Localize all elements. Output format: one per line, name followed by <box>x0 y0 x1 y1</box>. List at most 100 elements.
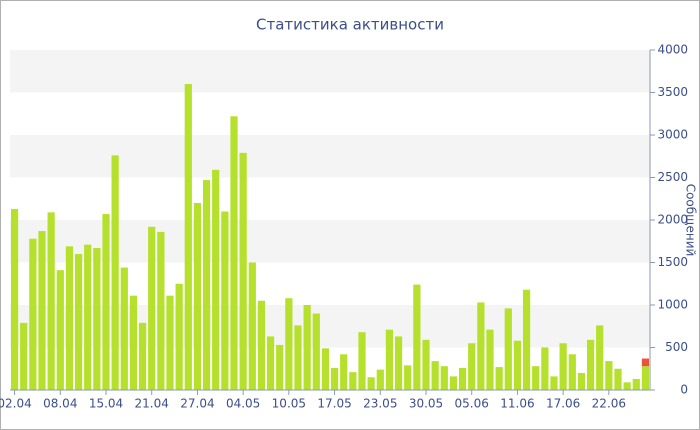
bar <box>632 378 640 390</box>
bar <box>486 329 494 390</box>
bar <box>84 244 92 390</box>
bar <box>276 344 284 390</box>
y-tick-label: 3000 <box>657 128 688 142</box>
y-tick-label: 3500 <box>657 85 688 99</box>
bar <box>550 376 558 390</box>
bar <box>586 339 595 390</box>
bar <box>193 203 202 390</box>
chart-title: Статистика активности <box>256 16 444 34</box>
x-tick-label: 04.05 <box>226 397 260 411</box>
grid-band <box>10 50 650 93</box>
x-tick-label: 21.04 <box>135 397 169 411</box>
bar <box>157 231 165 390</box>
y-tick-label: 4000 <box>657 43 688 57</box>
bar <box>294 325 302 390</box>
x-tick-label: 27.04 <box>180 397 214 411</box>
bar <box>504 308 512 390</box>
bar <box>230 116 238 391</box>
bar <box>184 84 192 390</box>
bar <box>285 298 293 390</box>
bar <box>20 322 28 390</box>
bar <box>559 343 567 390</box>
bar <box>102 214 110 390</box>
x-tick-label: 15.04 <box>89 397 123 411</box>
bar <box>468 343 476 390</box>
x-tick-label: 10.05 <box>272 397 306 411</box>
x-tick-label: 22.06 <box>592 397 626 411</box>
bar <box>74 254 83 390</box>
y-tick-label: 500 <box>665 340 688 354</box>
y-tick-label: 0 <box>680 383 688 397</box>
bar <box>312 313 320 390</box>
bar <box>129 295 138 390</box>
bar <box>641 358 650 367</box>
bar <box>394 336 403 390</box>
bar <box>239 152 247 390</box>
bar <box>404 365 412 390</box>
bar <box>175 283 183 390</box>
bar <box>138 322 147 390</box>
bar <box>522 289 531 390</box>
bar <box>349 372 357 390</box>
bar <box>367 377 375 390</box>
x-tick-label: 11.06 <box>500 397 534 411</box>
y-tick-label: 1000 <box>657 298 688 312</box>
bar <box>120 267 128 390</box>
bar <box>330 367 339 390</box>
bar <box>495 367 503 390</box>
bar <box>605 361 613 390</box>
y-tick-label: 1500 <box>657 255 688 269</box>
bar <box>257 300 266 390</box>
bar <box>248 262 256 390</box>
bar <box>413 284 421 390</box>
bar <box>541 347 549 390</box>
x-tick-label: 17.06 <box>546 397 580 411</box>
bar <box>321 348 330 390</box>
bar <box>596 325 604 390</box>
x-tick-label: 08.04 <box>43 397 77 411</box>
bar <box>431 361 439 390</box>
bar <box>47 212 55 390</box>
bar <box>93 248 101 390</box>
y-tick-label: 2000 <box>657 213 688 227</box>
bar <box>477 302 485 390</box>
bar <box>303 305 311 390</box>
bar <box>266 336 275 390</box>
x-tick-label: 23.05 <box>363 397 397 411</box>
bar <box>38 231 46 390</box>
x-tick-label: 05.06 <box>455 397 489 411</box>
bar <box>422 339 430 390</box>
y-tick-label: 2500 <box>657 170 688 184</box>
bar <box>513 340 522 390</box>
bar <box>623 382 631 390</box>
bar <box>29 238 37 390</box>
bar <box>111 155 119 390</box>
bar <box>212 169 220 390</box>
x-tick-label: 30.05 <box>409 397 443 411</box>
grid-band <box>10 135 650 178</box>
bar <box>568 354 576 390</box>
bar <box>614 368 622 390</box>
bar <box>166 295 174 390</box>
bar <box>65 246 74 390</box>
bar <box>358 332 366 390</box>
bar <box>449 376 458 390</box>
bar <box>10 208 19 390</box>
bar <box>376 369 384 390</box>
bar <box>202 180 211 390</box>
x-tick-label: 17.05 <box>317 397 351 411</box>
bar <box>385 329 394 390</box>
bar <box>56 270 64 390</box>
bar <box>641 366 650 390</box>
y-axis-label: Сообщений <box>684 184 698 257</box>
bar <box>532 366 540 390</box>
bar <box>458 367 467 390</box>
bar <box>148 226 156 390</box>
bar <box>221 211 229 390</box>
bar <box>577 373 586 390</box>
bar <box>440 366 448 390</box>
bar <box>340 354 348 390</box>
x-tick-label: 02.04 <box>0 397 32 411</box>
